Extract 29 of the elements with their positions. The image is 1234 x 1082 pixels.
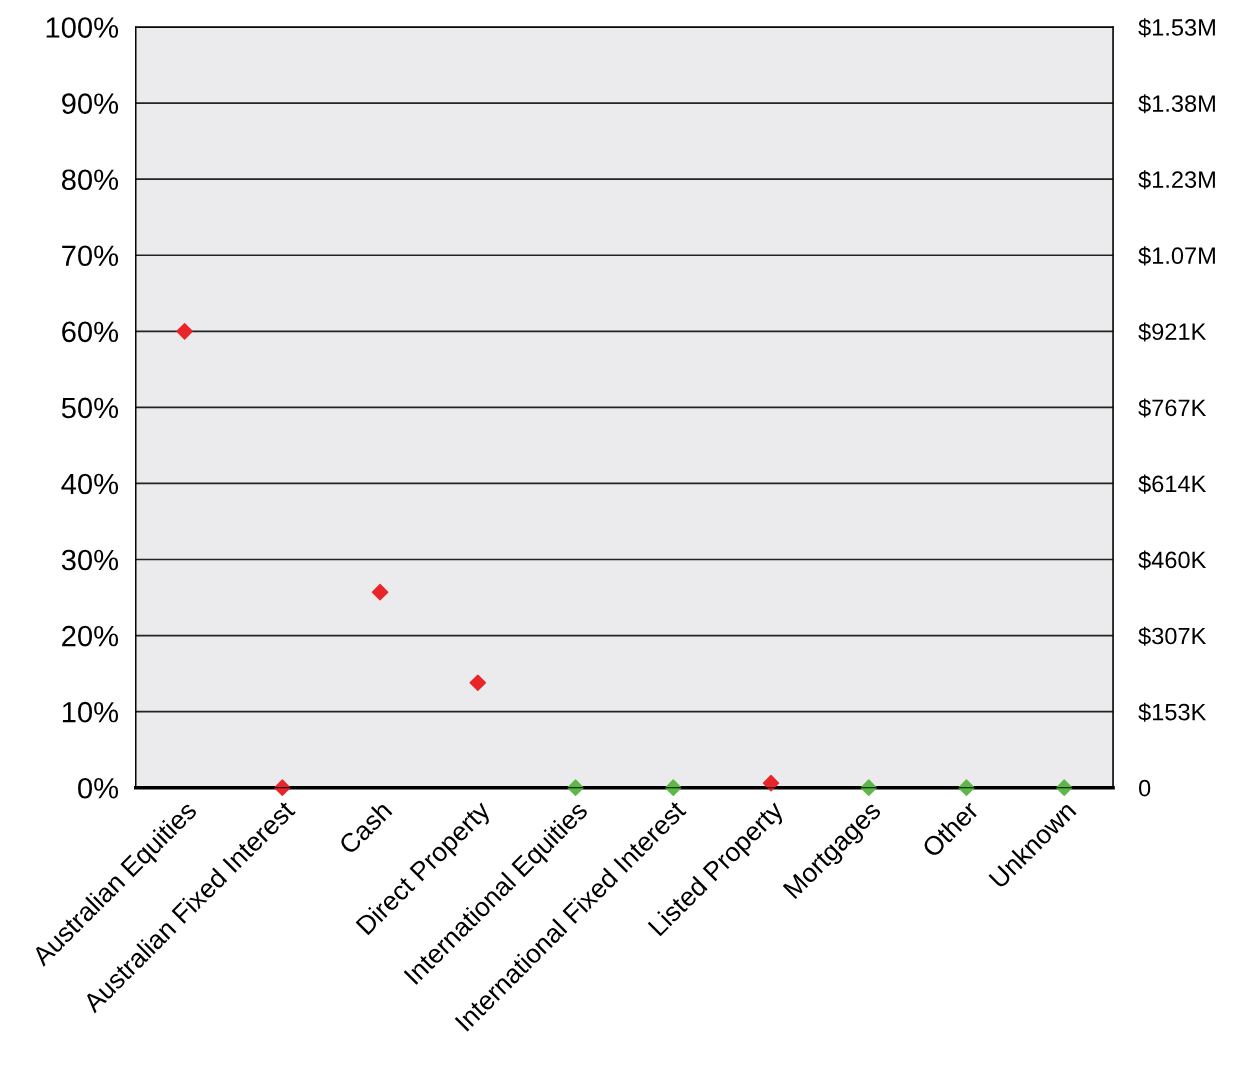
y-tick-label: 100% [46,17,119,38]
y-tick-label: 30% [61,549,119,571]
y2-tick-label: $460K [1138,550,1207,570]
y2-tick-label: $1.07M [1138,246,1215,266]
y2-tick-label: $1.53M [1138,18,1215,38]
y2-tick-label: 0 [1138,779,1151,797]
y-tick-label: 40% [61,473,119,495]
y-tick-label: 70% [62,245,119,267]
point [371,583,389,601]
point [176,323,193,340]
y-tick-label: 50% [61,397,119,419]
y2-tick-label: $307K [1138,626,1207,646]
point [469,674,487,692]
y2-tick-label: $1.38M [1138,94,1215,114]
y2-tick-label: $614K [1138,474,1207,494]
y-tick-label: 0% [78,777,119,799]
point [762,774,780,792]
y-tick-label: 90% [62,93,119,114]
point [1055,779,1073,796]
y-tick-label: 80% [61,169,119,191]
y2-tick-label: $153K [1138,702,1207,722]
y-tick-label: 60% [62,321,119,343]
y2-tick-label: $921K [1138,322,1207,342]
y2-tick-label: $1.23M [1138,170,1215,190]
y-tick-label: 10% [62,701,119,723]
point [664,779,682,796]
y-tick-label: 20% [62,625,119,647]
y2-tick-label: $767K [1138,398,1207,418]
point [860,779,878,796]
